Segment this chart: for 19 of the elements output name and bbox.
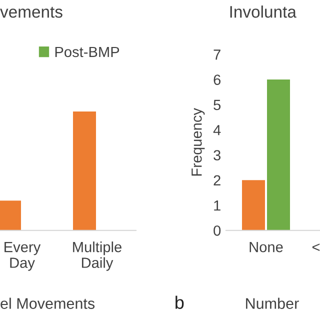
y-tick-label: 2: [214, 175, 220, 186]
x-axis-title: Number: [246, 298, 299, 309]
y-tick-label: 5: [214, 100, 221, 110]
x-axis-title: el Movements: [0, 298, 95, 309]
chart-title: vements: [0, 6, 62, 18]
legend-label: Post-BMP: [55, 46, 120, 58]
x-tick-label: Multiple Daily: [73, 242, 122, 271]
x-tick-label: Every Day: [4, 242, 41, 271]
x-tick-label: <: [312, 244, 320, 251]
y-axis-title: Frequency: [192, 108, 205, 176]
y-tick-label: 7: [214, 50, 220, 60]
text: b: [176, 296, 184, 309]
y-tick-label: 0: [214, 226, 221, 236]
x-tick-label: None: [250, 242, 283, 252]
chart-title: Involunta: [230, 6, 296, 18]
y-tick-label: 1: [214, 200, 220, 211]
y-tick-label: 4: [213, 125, 221, 136]
y-tick-label: 3: [214, 150, 220, 160]
y-tick-label: 6: [214, 74, 220, 85]
